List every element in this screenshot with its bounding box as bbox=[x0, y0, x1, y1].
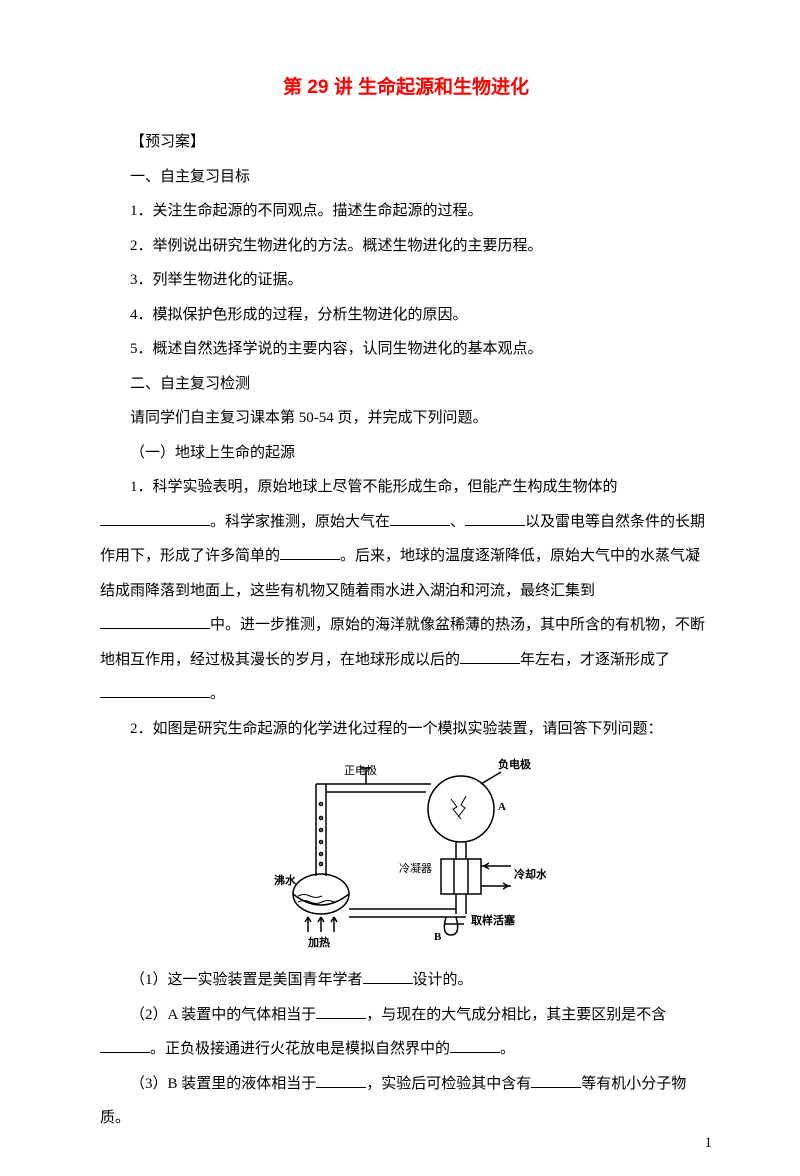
sub3-text: ，实验后可检验其中含有 bbox=[366, 1076, 531, 1092]
label-valve: 取样活塞 bbox=[471, 913, 516, 927]
label-b: B bbox=[434, 931, 442, 943]
fill-blank[interactable] bbox=[280, 544, 340, 560]
section2-intro: 请同学们自主复习课本第 50-54 页，并完成下列问题。 bbox=[100, 401, 712, 436]
question-1: 1．科学实验表明，原始地球上尽管不能形成生命，但能产生构成生物体的 。科学家推测… bbox=[100, 470, 712, 712]
question-2: 2．如图是研究生命起源的化学进化过程的一个模拟实验装置，请回答下列问题： bbox=[100, 712, 712, 747]
experiment-diagram: 正电极 负电极 A 冷凝器 冷却水 沸水 取样活塞 加热 B bbox=[100, 754, 712, 959]
q1-text: 1．科学实验表明，原始地球上尽管不能形成生命，但能产生构成生物体的 bbox=[130, 479, 618, 495]
fill-blank[interactable] bbox=[100, 510, 210, 526]
fill-blank[interactable] bbox=[450, 1037, 500, 1053]
sub2-text: 。 bbox=[500, 1041, 515, 1057]
fill-blank[interactable] bbox=[100, 613, 210, 629]
sub1-text: （1）这一实验装置是美国青年学者 bbox=[130, 972, 363, 988]
goal-item: 5．概述自然选择学说的主要内容，认同生物进化的基本观点。 bbox=[100, 332, 712, 367]
q1-text: 。 bbox=[210, 686, 225, 702]
goal-item: 1．关注生命起源的不同观点。描述生命起源的过程。 bbox=[100, 194, 712, 229]
sub2-text: ，与现在的大气成分相比，其主要区别是不含 bbox=[366, 1007, 666, 1023]
goal-item: 2．举例说出研究生物进化的方法。概述生物进化的主要历程。 bbox=[100, 229, 712, 264]
document-page: 第 29 讲 生命起源和生物进化 【预习案】 一、自主复习目标 1．关注生命起源… bbox=[0, 0, 800, 1176]
label-neg-electrode: 负电极 bbox=[498, 757, 532, 771]
label-cooling: 冷却水 bbox=[514, 867, 546, 881]
sub-question-3: （3）B 装置里的液体相当于，实验后可检验其中含有等有机小分子物质。 bbox=[100, 1067, 712, 1136]
goal-item: 3．列举生物进化的证据。 bbox=[100, 263, 712, 298]
sub-question-1: （1）这一实验装置是美国青年学者 设计的。 bbox=[100, 963, 712, 998]
sub3-text: （3）B 装置里的液体相当于 bbox=[130, 1076, 316, 1092]
fill-blank[interactable] bbox=[100, 1037, 150, 1053]
q1-text: 年左右，才逐渐形成了 bbox=[520, 652, 670, 668]
miller-apparatus-svg: 正电极 负电极 A 冷凝器 冷却水 沸水 取样活塞 加热 B bbox=[266, 754, 546, 954]
sub1-text: 设计的。 bbox=[413, 972, 473, 988]
sub-question-2: （2）A 装置中的气体相当于 ，与现在的大气成分相比，其主要区别是不含。正负极接通… bbox=[100, 998, 712, 1067]
fill-blank[interactable] bbox=[316, 1003, 366, 1019]
label-boiling: 沸水 bbox=[274, 873, 297, 887]
label-a: A bbox=[498, 801, 506, 813]
preview-heading: 【预习案】 bbox=[100, 125, 712, 160]
goal-item: 4．模拟保护色形成的过程，分析生物进化的原因。 bbox=[100, 298, 712, 333]
section2-heading: 二、自主复习检测 bbox=[100, 367, 712, 402]
q1-text: 、 bbox=[450, 514, 465, 530]
page-number: 1 bbox=[705, 1135, 713, 1152]
fill-blank[interactable] bbox=[465, 510, 525, 526]
fill-blank[interactable] bbox=[390, 510, 450, 526]
fill-blank[interactable] bbox=[316, 1072, 366, 1088]
label-condenser: 冷凝器 bbox=[399, 861, 432, 875]
part1-heading: （一）地球上生命的起源 bbox=[100, 436, 712, 471]
label-heat: 加热 bbox=[307, 935, 330, 949]
q1-text: 。科学家推测，原始大气在 bbox=[210, 514, 390, 530]
lesson-title: 第 29 讲 生命起源和生物进化 bbox=[100, 72, 712, 99]
fill-blank[interactable] bbox=[460, 648, 520, 664]
fill-blank[interactable] bbox=[100, 682, 210, 698]
sub2-text: 。正负极接通进行火花放电是模拟自然界中的 bbox=[150, 1041, 450, 1057]
sub2-text: （2）A 装置中的气体相当于 bbox=[130, 1007, 316, 1023]
label-pos-electrode: 正电极 bbox=[344, 763, 377, 777]
section1-heading: 一、自主复习目标 bbox=[100, 160, 712, 195]
fill-blank[interactable] bbox=[531, 1072, 581, 1088]
fill-blank[interactable] bbox=[363, 968, 413, 984]
